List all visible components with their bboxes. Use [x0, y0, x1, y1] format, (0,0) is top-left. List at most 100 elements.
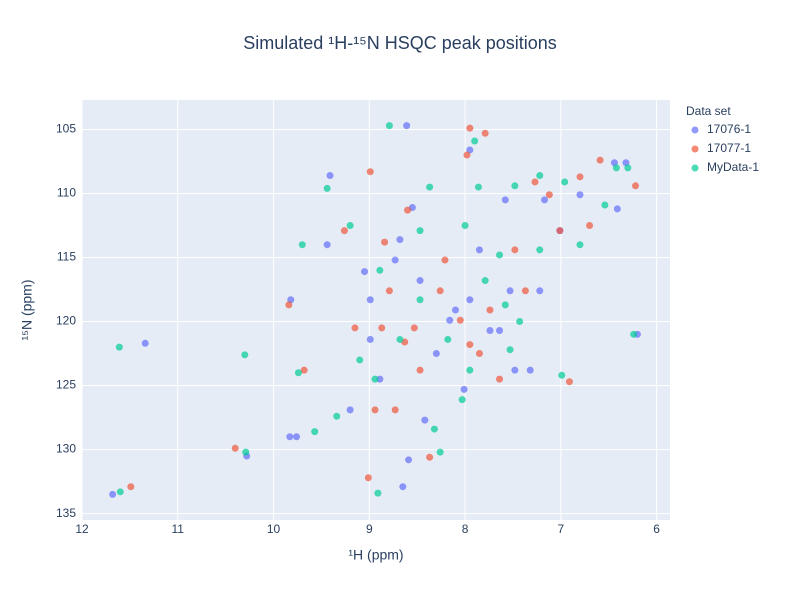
- x-tick-label: 7: [557, 522, 564, 536]
- point: [432, 350, 440, 358]
- point: [293, 433, 301, 441]
- x-tick-label: 10: [267, 522, 281, 536]
- point: [632, 182, 640, 190]
- marks: [109, 122, 641, 498]
- point: [613, 205, 621, 213]
- chart-title: Simulated ¹H-¹⁵N HSQC peak positions: [243, 33, 557, 53]
- point: [286, 433, 294, 441]
- point: [506, 287, 514, 295]
- y-tick-label: 135: [56, 506, 76, 520]
- point: [115, 343, 123, 351]
- point: [416, 366, 424, 374]
- point: [444, 335, 452, 343]
- point: [536, 287, 544, 295]
- point: [601, 201, 609, 209]
- y-tick-label: 130: [56, 442, 76, 456]
- point: [116, 488, 124, 496]
- point: [381, 238, 389, 246]
- point: [241, 351, 249, 359]
- point: [346, 406, 354, 414]
- y-tick-label: 110: [57, 186, 76, 200]
- point: [576, 173, 584, 181]
- point: [458, 396, 466, 404]
- legend-marker: [691, 126, 699, 134]
- point: [466, 296, 474, 304]
- point: [501, 301, 509, 309]
- y-tick-label: 120: [56, 314, 76, 328]
- point: [630, 330, 638, 338]
- point: [376, 375, 384, 383]
- point: [403, 122, 411, 130]
- legend-label: 17076-1: [707, 122, 751, 136]
- point: [361, 268, 369, 276]
- point: [536, 246, 544, 254]
- point: [436, 287, 444, 295]
- point: [141, 339, 149, 347]
- point: [475, 350, 483, 358]
- point: [326, 172, 334, 180]
- point: [475, 246, 483, 254]
- point: [474, 183, 482, 191]
- point: [416, 277, 424, 285]
- point: [378, 324, 386, 332]
- point: [242, 448, 250, 456]
- point: [416, 296, 424, 304]
- point: [333, 412, 341, 420]
- point: [486, 306, 494, 314]
- point: [496, 326, 504, 334]
- point: [565, 378, 573, 386]
- point: [404, 206, 412, 214]
- point: [366, 335, 374, 343]
- x-tick-label: 11: [172, 522, 185, 536]
- legend-label: MyData-1: [707, 160, 759, 174]
- point: [511, 182, 519, 190]
- legend: Data set 17076-1 17077-1 MyData-1: [686, 104, 759, 174]
- point: [430, 425, 438, 433]
- point: [416, 227, 424, 235]
- point: [109, 490, 117, 498]
- point: [521, 287, 529, 295]
- point: [396, 335, 404, 343]
- y-tick-label: 125: [56, 378, 76, 392]
- point: [481, 129, 489, 137]
- point: [451, 306, 459, 314]
- point: [460, 385, 468, 393]
- point: [311, 428, 319, 436]
- point: [624, 164, 632, 172]
- point: [340, 227, 348, 235]
- point: [385, 287, 393, 295]
- point: [364, 474, 372, 482]
- x-axis-title: ¹H (ppm): [348, 547, 403, 563]
- point: [576, 191, 584, 199]
- point: [471, 137, 479, 145]
- point: [558, 371, 566, 379]
- point: [436, 448, 444, 456]
- point: [463, 151, 471, 159]
- point: [376, 266, 384, 274]
- point: [374, 489, 382, 497]
- y-tick-label: 115: [57, 250, 76, 264]
- point: [294, 369, 302, 377]
- point: [426, 183, 434, 191]
- point: [323, 241, 331, 249]
- point: [541, 196, 549, 204]
- point: [285, 301, 293, 309]
- point: [511, 366, 519, 374]
- point: [421, 416, 429, 424]
- legend-title: Data set: [686, 104, 731, 118]
- x-tick-label: 8: [462, 522, 469, 536]
- point: [536, 172, 544, 180]
- point: [466, 146, 474, 154]
- point: [346, 221, 354, 229]
- point: [466, 341, 474, 349]
- point: [371, 375, 379, 383]
- point: [351, 324, 359, 332]
- point: [516, 318, 524, 326]
- point: [561, 178, 569, 186]
- point: [441, 256, 449, 264]
- point: [461, 221, 469, 229]
- y-axis-title: ¹⁵N (ppm): [19, 279, 35, 340]
- plot-area: [82, 100, 670, 520]
- point: [356, 356, 364, 364]
